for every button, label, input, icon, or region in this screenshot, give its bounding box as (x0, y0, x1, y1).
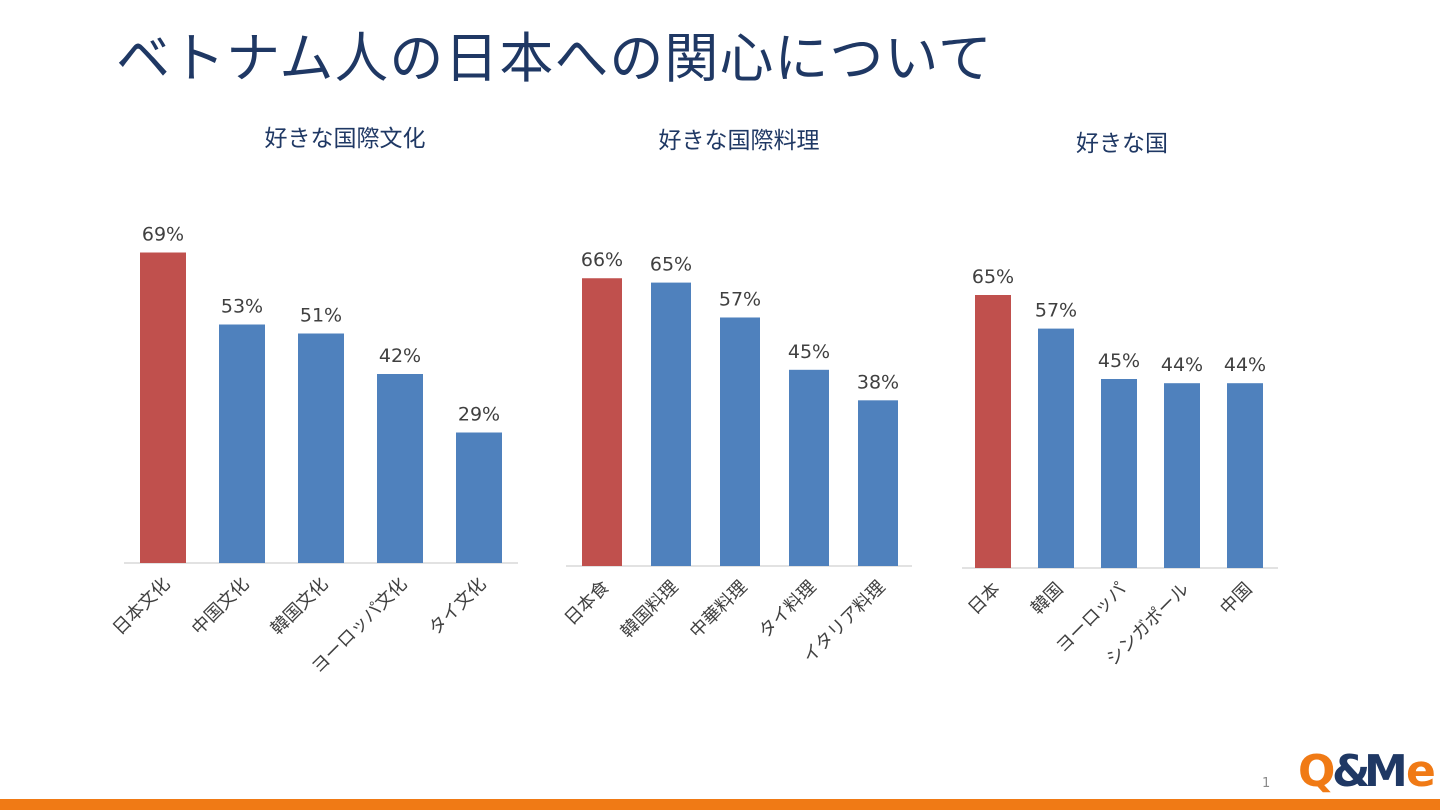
tick-label: 日本 (964, 579, 1004, 619)
tick-label: 中国 (1216, 579, 1256, 619)
data-label: 45% (1098, 350, 1140, 372)
data-label: 53% (221, 296, 263, 318)
bar (1101, 379, 1137, 568)
data-label: 57% (719, 288, 761, 310)
data-label: 42% (379, 345, 421, 367)
data-label: 45% (788, 341, 830, 363)
data-label: 69% (142, 224, 184, 246)
bar (377, 374, 423, 563)
bar (789, 369, 829, 566)
bar (1227, 383, 1263, 568)
chart-title: 好きな国際文化 (265, 126, 426, 152)
slide-title: ベトナム人の日本への関心について (116, 27, 993, 90)
data-label: 51% (300, 305, 342, 327)
bar (720, 317, 760, 566)
data-label: 57% (1035, 300, 1077, 322)
data-label: 29% (458, 404, 500, 426)
svg-text:e: e (1406, 746, 1436, 797)
bar (1038, 328, 1074, 568)
page-number: 1 (1262, 776, 1271, 791)
data-label: 65% (972, 266, 1014, 288)
bar (456, 432, 502, 563)
data-label: 44% (1224, 354, 1266, 376)
data-label: 38% (857, 371, 899, 393)
chart-title: 好きな国際料理 (659, 128, 820, 154)
svg-text:M: M (1364, 746, 1408, 797)
svg-text:Q: Q (1298, 746, 1335, 797)
bar (219, 324, 265, 563)
bar (298, 333, 344, 563)
data-label: 66% (581, 249, 623, 271)
bar (1164, 383, 1200, 568)
bar (975, 295, 1011, 568)
svg-text:&: & (1332, 746, 1370, 797)
tick-label: 韓国 (1027, 579, 1067, 619)
company-logo: Q & M e (1298, 746, 1436, 797)
bottom-accent-bar (0, 799, 1440, 810)
bar (140, 252, 186, 563)
data-label: 44% (1161, 354, 1203, 376)
chart-title: 好きな国 (1076, 131, 1168, 157)
data-label: 65% (650, 254, 692, 276)
bar (582, 278, 622, 566)
bar (858, 400, 898, 566)
bar (651, 282, 691, 566)
